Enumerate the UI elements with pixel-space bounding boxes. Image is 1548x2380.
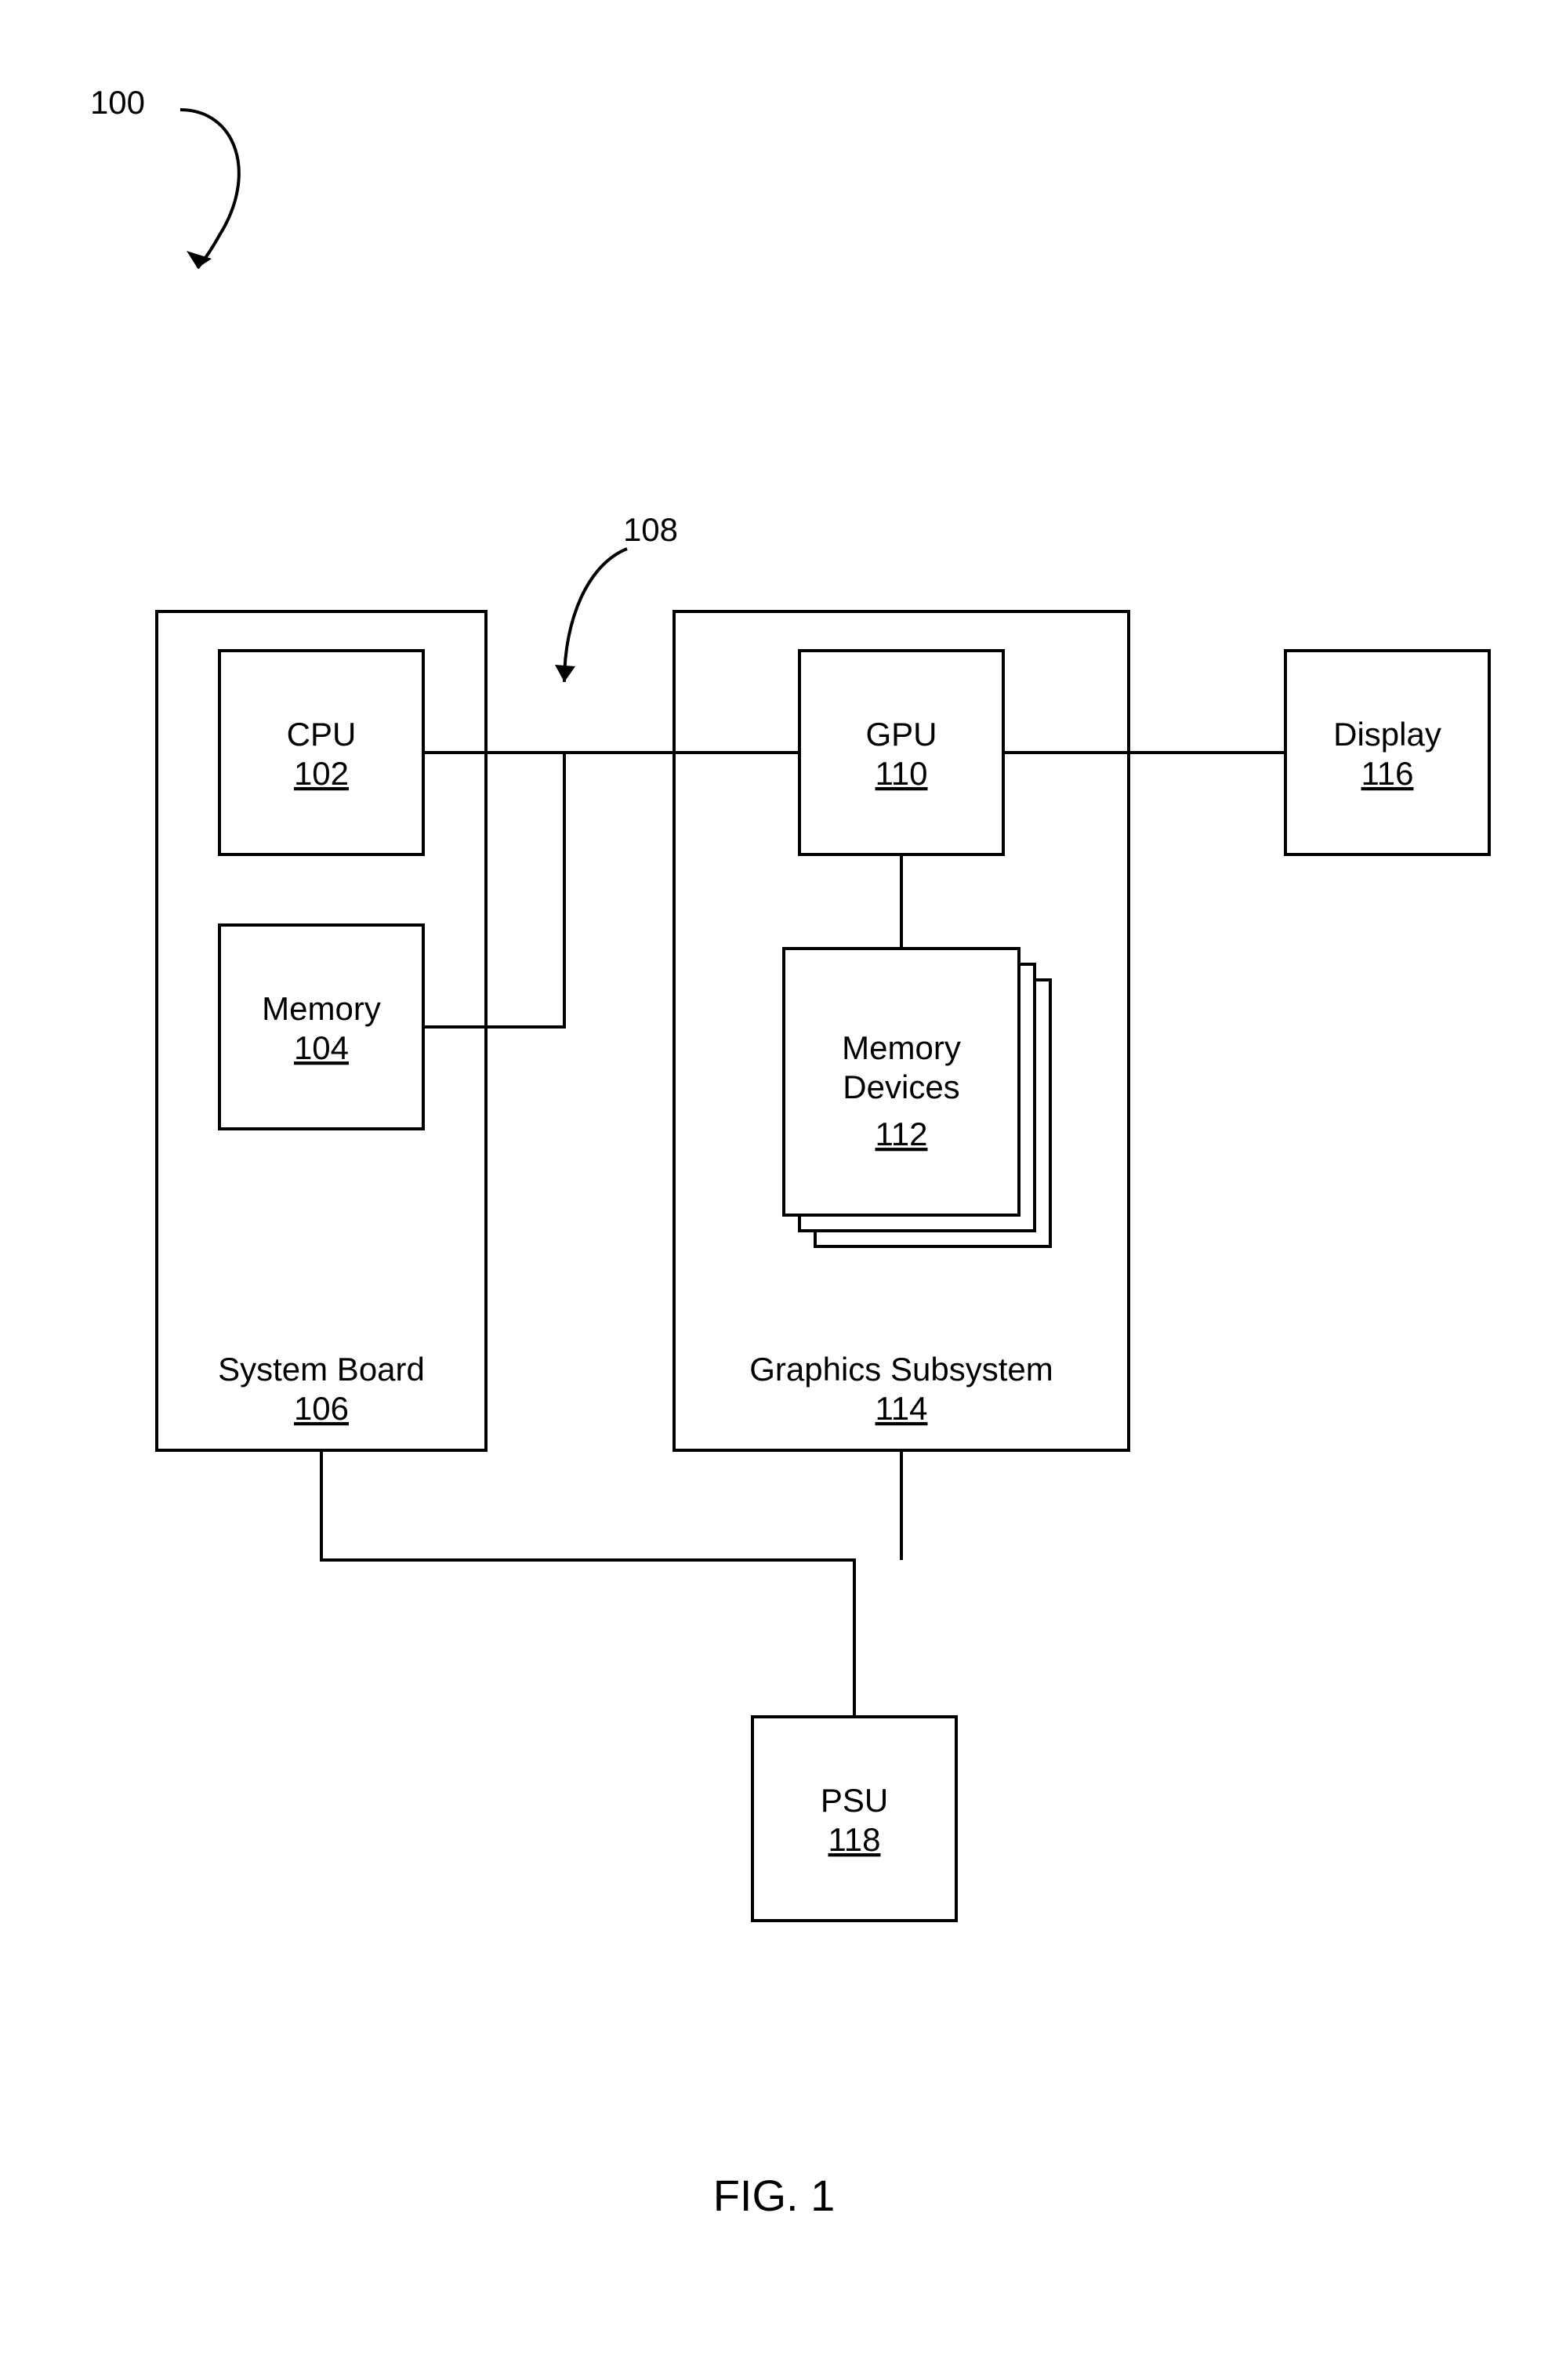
callout-108-leader	[564, 549, 627, 682]
gpu-label: GPU	[865, 716, 937, 753]
cpu-ref: 102	[294, 755, 349, 792]
callout-108-label: 108	[623, 511, 678, 548]
mem-devices-ref: 112	[876, 1116, 928, 1152]
figure-ref-100: 100	[90, 84, 145, 121]
callout-108-arrowhead	[555, 665, 575, 682]
mem-devices-label-1: Memory	[842, 1029, 961, 1066]
leader-arrow-100	[180, 110, 239, 268]
graphics-label: Graphics Subsystem	[749, 1351, 1053, 1388]
connector-4	[321, 1450, 854, 1717]
figure-label: FIG. 1	[713, 2171, 836, 2220]
gpu-ref: 110	[876, 755, 928, 792]
mem-devices-label-2: Devices	[843, 1068, 959, 1105]
display-ref: 116	[1361, 755, 1414, 792]
psu-label: PSU	[821, 1782, 888, 1819]
system_board-label: System Board	[218, 1351, 425, 1388]
cpu-label: CPU	[287, 716, 357, 753]
graphics-ref: 114	[876, 1390, 928, 1427]
display-label: Display	[1333, 716, 1441, 753]
memory-ref: 104	[294, 1029, 349, 1066]
psu-ref: 118	[828, 1821, 881, 1858]
memory-label: Memory	[262, 990, 381, 1027]
system_board-ref: 106	[294, 1390, 349, 1427]
